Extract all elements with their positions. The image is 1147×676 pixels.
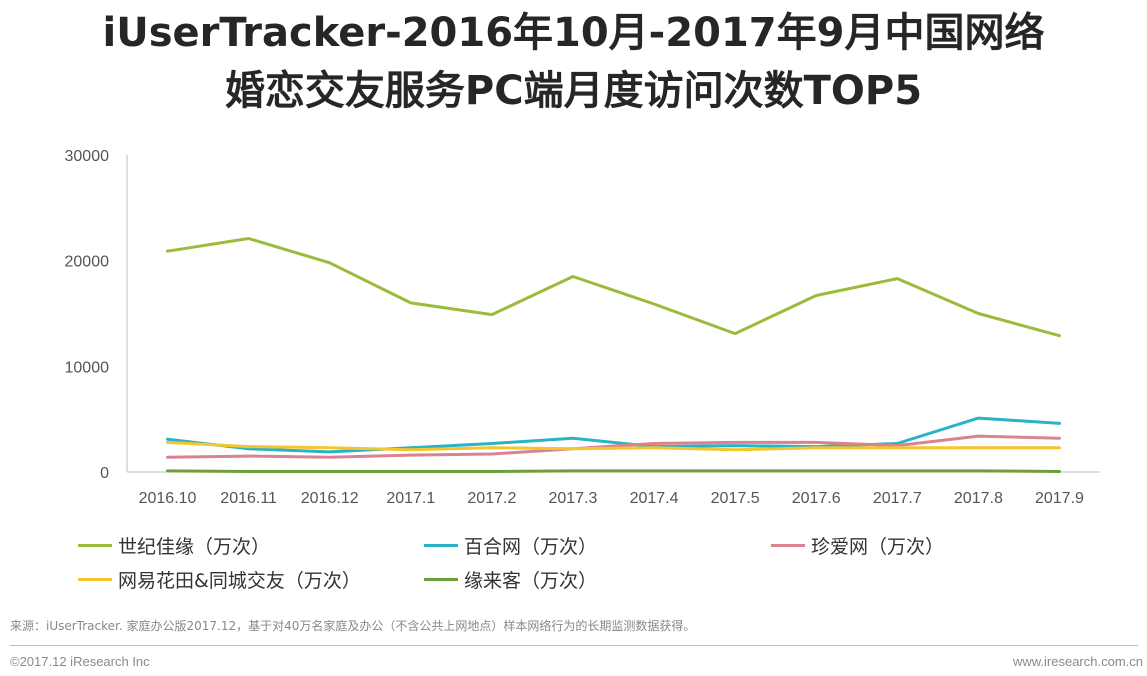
source-note: 来源：iUserTracker. 家庭办公版2017.12，基于对40万名家庭及…	[10, 619, 696, 633]
chart-title-line2: 婚恋交友服务PC端月度访问次数TOP5	[224, 68, 923, 114]
legend-label: 珍爱网（万次）	[811, 536, 945, 558]
footer-divider	[10, 645, 1138, 646]
y-tick-label: 30000	[65, 148, 110, 165]
x-tick-label: 2017.2	[467, 490, 516, 507]
legend-label: 网易花田&同城交友（万次）	[118, 570, 361, 592]
website: www.iresearch.com.cn	[1012, 654, 1143, 669]
x-tick-label: 2017.1	[386, 490, 435, 507]
series-line-5	[166, 469, 1061, 473]
x-tick-label: 2017.4	[630, 490, 679, 507]
x-tick-label: 2017.9	[1035, 490, 1084, 507]
chart-legend: 世纪佳缘（万次） 百合网（万次） 珍爱网（万次） 网易花田&同城交友（万次） 缘来客（万…	[78, 532, 1078, 598]
legend-item: 网易花田&同城交友（万次）	[78, 566, 361, 593]
legend-item: 珍爱网（万次）	[771, 532, 944, 559]
x-tick-label: 2017.3	[548, 490, 597, 507]
x-tick-label: 2016.12	[301, 490, 359, 507]
legend-swatch	[771, 544, 805, 547]
y-tick-label: 20000	[65, 254, 110, 271]
x-tick-label: 2017.8	[954, 490, 1003, 507]
legend-swatch	[424, 544, 458, 547]
x-tick-label: 2016.11	[220, 490, 277, 507]
legend-label: 世纪佳缘（万次）	[118, 536, 271, 558]
series-line-2	[166, 416, 1061, 454]
series-line-4	[166, 440, 1061, 452]
series-line-3	[166, 434, 1061, 459]
legend-swatch	[424, 578, 458, 581]
chart-title: iUserTracker-2016年10月-2017年9月中国网络 婚恋交友服务…	[0, 4, 1147, 120]
copyright: ©2017.12 iResearch Inc	[10, 654, 150, 669]
x-tick-label: 2017.7	[873, 490, 922, 507]
chart-title-line1: iUserTracker-2016年10月-2017年9月中国网络	[102, 10, 1045, 56]
legend-item: 缘来客（万次）	[424, 566, 597, 593]
x-tick-label: 2017.6	[792, 490, 841, 507]
x-tick-label: 2017.5	[711, 490, 760, 507]
legend-item: 世纪佳缘（万次）	[78, 532, 270, 559]
legend-label: 百合网（万次）	[464, 536, 598, 558]
legend-item: 百合网（万次）	[424, 532, 597, 559]
line-chart: 30000 20000 10000 0 2016.10 2016.11 2016.12 201…	[65, 148, 1100, 507]
legend-swatch	[78, 578, 112, 581]
legend-swatch	[78, 544, 112, 547]
legend-label: 缘来客（万次）	[464, 570, 598, 592]
x-tick-label: 2016.10	[139, 490, 197, 507]
series-line-1	[166, 237, 1061, 338]
y-tick-label: 10000	[65, 359, 110, 376]
y-tick-label: 0	[100, 465, 109, 482]
